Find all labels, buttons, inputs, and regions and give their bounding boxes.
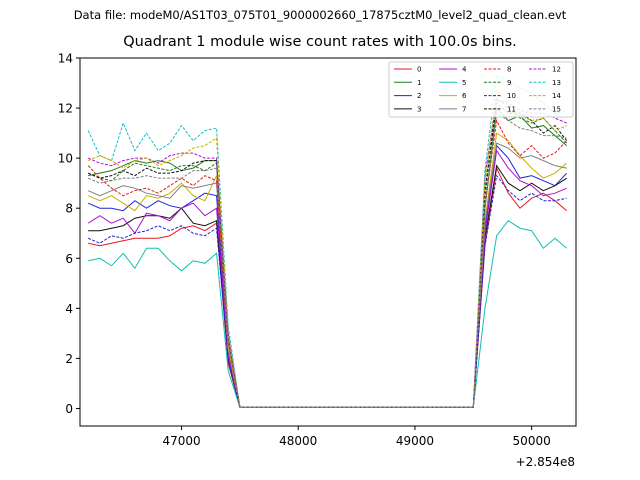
- axes-frame: [79, 57, 577, 427]
- legend-label-7: 7: [462, 105, 466, 113]
- y-tick-label: 6: [65, 252, 73, 266]
- legend-label-4: 4: [462, 66, 467, 74]
- y-tick-label: 2: [65, 352, 73, 366]
- series-line-0: [88, 166, 567, 408]
- legend-label-0: 0: [417, 66, 421, 74]
- legend-label-1: 1: [417, 79, 421, 87]
- legend-box: [388, 61, 574, 118]
- legend-label-6: 6: [462, 92, 467, 100]
- legend-label-3: 3: [417, 105, 421, 113]
- legend-label-8: 8: [507, 66, 511, 74]
- x-tick-label: 48000: [279, 434, 317, 448]
- series-line-5: [88, 220, 567, 408]
- y-axis: 0 2 4 6 8 10 12 14: [58, 52, 80, 416]
- y-tick-label: 0: [65, 402, 73, 416]
- y-tick-label: 12: [58, 102, 73, 116]
- legend-label-10: 10: [507, 92, 516, 100]
- y-tick-label: 14: [58, 52, 73, 66]
- x-tick-label: 47000: [162, 434, 200, 448]
- x-tick-label: 49000: [396, 434, 434, 448]
- legend-label-5: 5: [462, 79, 466, 87]
- y-tick-label: 10: [58, 152, 73, 166]
- legend-label-15: 15: [552, 105, 561, 113]
- chart-title: Quadrant 1 module wise count rates with …: [123, 34, 517, 50]
- legend-label-14: 14: [552, 92, 561, 100]
- figure-suptitle: Data file: modeM0/AS1T03_075T01_90000026…: [73, 8, 567, 22]
- x-offset-label: +2.854e8: [516, 455, 575, 469]
- y-tick-label: 4: [65, 302, 73, 316]
- y-tick-label: 8: [65, 202, 73, 216]
- legend-label-12: 12: [552, 66, 561, 74]
- series-line-10: [87, 174, 567, 408]
- legend-label-13: 13: [552, 79, 561, 87]
- plot-lines: [87, 74, 568, 408]
- legend-label-11: 11: [507, 105, 516, 113]
- legend-label-2: 2: [417, 92, 421, 100]
- legend-label-9: 9: [507, 79, 511, 87]
- x-tick-label: 50000: [513, 434, 551, 448]
- series-line-15: [87, 112, 567, 408]
- x-axis: 47000 48000 49000 50000: [162, 426, 551, 448]
